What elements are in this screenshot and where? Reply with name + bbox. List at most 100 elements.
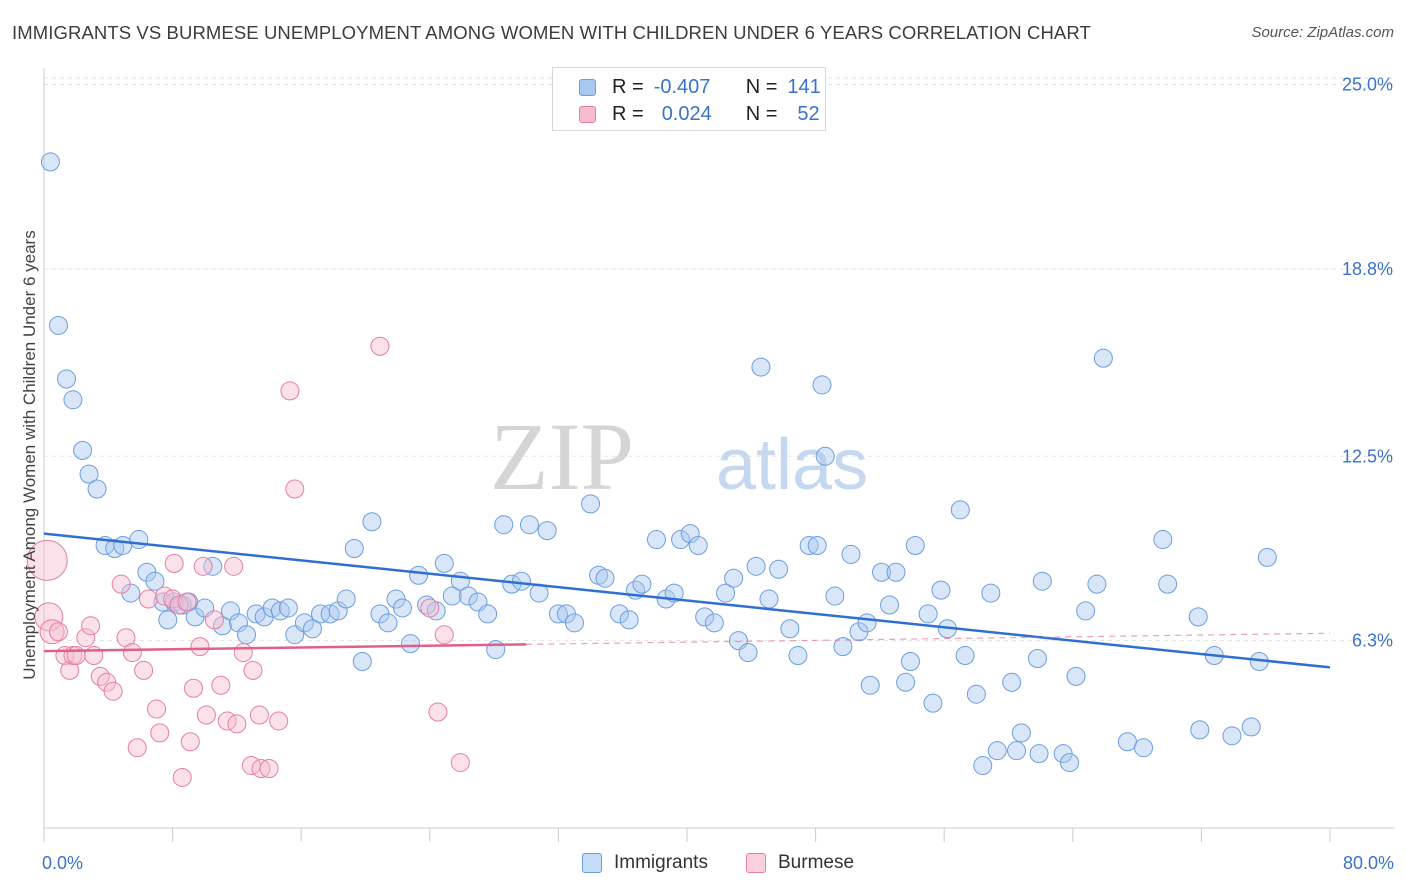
burmese-point (259, 759, 279, 779)
immigrants-point (769, 559, 789, 579)
y-tick-label: 25.0% (1342, 75, 1393, 95)
immigrants-point (788, 646, 808, 666)
n-label: N = (745, 102, 778, 125)
burmese-point (233, 643, 253, 663)
burmese-trend-line-dashed (526, 632, 1331, 645)
immigrants-point (780, 619, 800, 639)
burmese-point (150, 723, 170, 743)
burmese-point (111, 574, 131, 594)
immigrants-point (392, 598, 412, 618)
n-value: 52 (797, 102, 820, 125)
immigrants-point (860, 675, 880, 695)
y-tick-labels: 6.3% 12.5% 18.8% 25.0% (1342, 75, 1393, 651)
grid-lines (44, 77, 1394, 642)
immigrants-point (581, 494, 601, 514)
burmese-point (39, 619, 65, 645)
immigrants-point (362, 512, 382, 532)
immigrants-point (548, 604, 568, 624)
y-tick-label: 12.5% (1342, 446, 1393, 466)
burmese-point (370, 336, 390, 356)
immigrants-point (237, 625, 257, 645)
burmese-point (122, 643, 142, 663)
burmese-point (211, 675, 231, 695)
immigrants-point (73, 440, 93, 460)
burmese-point (81, 616, 101, 636)
immigrants-point (815, 446, 835, 466)
immigrants-point (278, 598, 298, 618)
immigrants-point (478, 604, 498, 624)
immigrants-point (896, 672, 916, 692)
x-tick-min: 0.0% (42, 853, 84, 873)
immigrants-point (417, 595, 437, 615)
burmese-point (134, 660, 154, 680)
immigrants-point (57, 369, 77, 389)
legend-row-immigrants: R = -0.407 N = 141 (579, 74, 821, 100)
immigrants-swatch (579, 78, 596, 96)
burmese-point (127, 738, 147, 758)
watermark-zip: ZIP (490, 403, 634, 510)
immigrants-point (841, 544, 861, 564)
immigrants-point (48, 315, 68, 335)
immigrants-point (918, 604, 938, 624)
immigrants-point (746, 556, 766, 576)
immigrants-point (695, 607, 715, 627)
immigrants-point (987, 741, 1007, 761)
burmese-swatch (579, 105, 596, 123)
immigrants-point (931, 580, 951, 600)
burmese-point (180, 732, 200, 752)
source-credit: Source: ZipAtlas.com (1251, 24, 1394, 41)
burmese-legend-swatch (746, 853, 766, 873)
burmese-point (450, 753, 470, 773)
burmese-point (76, 628, 96, 648)
legend-label-burmese: Burmese (778, 852, 855, 873)
immigrants-point (923, 693, 943, 713)
immigrants-point (1241, 717, 1261, 737)
burmese-point (434, 625, 454, 645)
burmese-point (177, 592, 197, 612)
immigrants-point (724, 568, 744, 588)
immigrants-point (1117, 732, 1137, 752)
immigrants-point (1222, 726, 1242, 746)
immigrants-point (302, 619, 322, 639)
immigrants-point (595, 568, 615, 588)
immigrants-point (409, 565, 429, 585)
immigrants-point (900, 651, 920, 671)
immigrants-point (759, 589, 779, 609)
immigrants-point (458, 586, 478, 606)
immigrants-point (632, 574, 652, 594)
immigrants-point (1153, 530, 1173, 550)
immigrants-point (158, 610, 178, 630)
immigrants-point (511, 571, 531, 591)
y-tick-label: 18.8% (1342, 259, 1393, 279)
immigrants-point (619, 610, 639, 630)
burmese-point (34, 602, 64, 632)
r-label: R = (612, 102, 644, 125)
burmese-point (227, 714, 247, 734)
immigrants-point (751, 357, 771, 377)
burmese-point (196, 705, 216, 725)
immigrants-point (1087, 574, 1107, 594)
immigrants-point (857, 613, 877, 633)
immigrants-point (872, 562, 892, 582)
immigrants-point (129, 530, 149, 550)
immigrants-point (1027, 649, 1047, 669)
watermark: ZIP atlas (490, 403, 868, 510)
burmese-point (420, 598, 440, 618)
chart-title: IMMIGRANTS VS BURMESE UNEMPLOYMENT AMONG… (12, 22, 1091, 43)
burmese-point (172, 767, 192, 787)
burmese-point (193, 556, 213, 576)
immigrants-point (1066, 666, 1086, 686)
immigrants-point (716, 583, 736, 603)
watermark-atlas: atlas (716, 425, 868, 505)
immigrants-point (87, 479, 107, 499)
immigrants-point (1060, 753, 1080, 773)
immigrants-point (40, 152, 60, 172)
immigrants-point (799, 536, 819, 556)
n-label: N = (745, 75, 778, 98)
immigrants-point (1076, 601, 1096, 621)
burmese-point (190, 637, 210, 657)
y-tick-label: 6.3% (1352, 631, 1393, 651)
immigrants-point (1029, 744, 1049, 764)
immigrants-point (401, 634, 421, 654)
